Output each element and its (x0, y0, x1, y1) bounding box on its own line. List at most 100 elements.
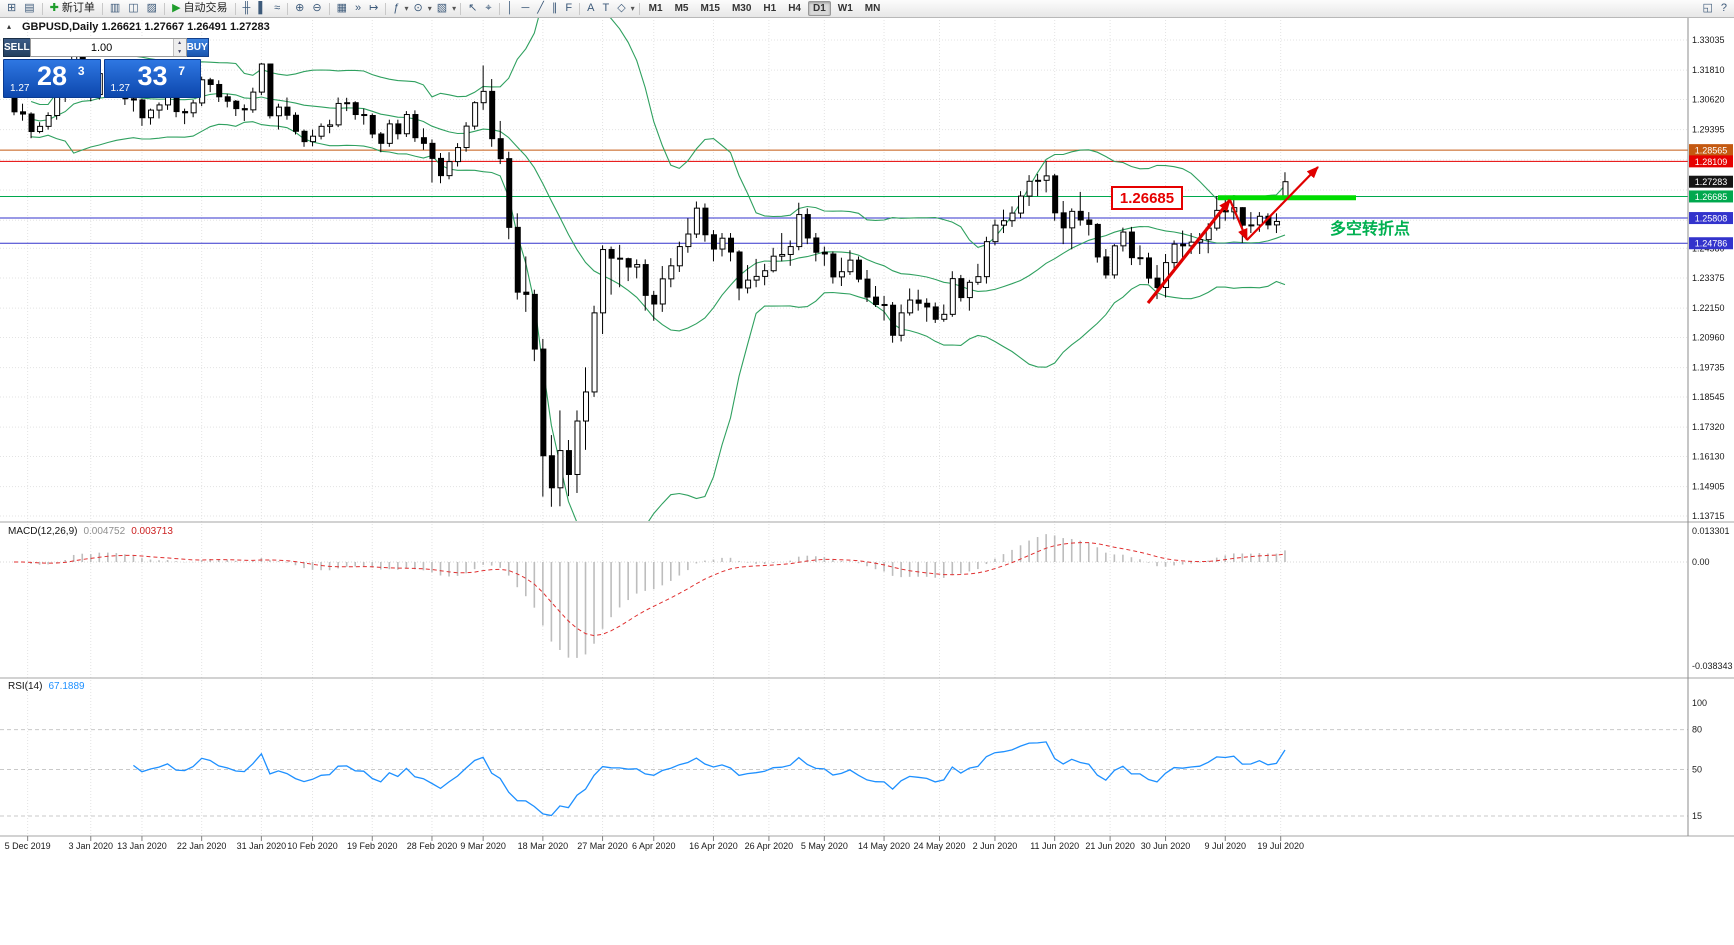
candle (966, 281, 973, 299)
trendline-icon[interactable]: ╱ (534, 1, 547, 16)
zoom-in-icon[interactable]: ⊕ (292, 1, 307, 16)
candle (710, 234, 717, 250)
market-watch-icon[interactable]: ▥ (107, 1, 123, 16)
svg-text:0.013301: 0.013301 (1692, 526, 1730, 536)
volume-box: ▲ ▼ (29, 38, 187, 57)
auto-trading-button[interactable]: ▶ 自动交易 (169, 1, 230, 16)
spinner-up-icon[interactable]: ▲ (173, 39, 186, 48)
candle (838, 271, 845, 278)
candle (753, 275, 760, 281)
profiles-icon[interactable]: ▤ (21, 1, 37, 16)
candle (915, 299, 922, 304)
channel-icon[interactable]: ∥ (549, 1, 561, 16)
svg-text:14 May 2020: 14 May 2020 (858, 841, 910, 851)
ohlc-bars-icon: ╫ (242, 2, 251, 14)
ohlc-bars-icon[interactable]: ╫ (240, 1, 254, 16)
turning-point-text[interactable]: 多空转折点 (1330, 219, 1410, 238)
horizontal-line-icon[interactable]: ─ (518, 1, 532, 16)
candle (779, 253, 786, 257)
candle (403, 114, 410, 135)
trend-arrow[interactable] (1228, 199, 1249, 241)
rsi-value: 67.1889 (48, 681, 85, 692)
svg-text:9 Jul 2020: 9 Jul 2020 (1204, 841, 1246, 851)
chart-shift-icon[interactable]: ↦ (366, 1, 381, 16)
candle (301, 130, 308, 143)
timeframe-m1-button[interactable]: M1 (648, 3, 663, 14)
new-chart-window-icon: ⊞ (7, 2, 17, 14)
volume-spinner[interactable]: ▲ ▼ (172, 39, 186, 56)
vertical-line-icon[interactable]: │ (504, 1, 517, 16)
chart-annotations[interactable]: 1.26685 多空转折点 (1111, 166, 1410, 304)
spinner-down-icon[interactable]: ▼ (173, 47, 186, 56)
timeframe-w1-button[interactable]: W1 (837, 3, 853, 14)
crosshair-icon[interactable]: ⌖ (482, 1, 494, 16)
dropdown-caret-icon[interactable]: ▾ (452, 4, 457, 13)
profiles-icon: ▤ (24, 2, 35, 14)
panel-collapse-icon[interactable]: ▴ (7, 22, 12, 31)
svg-text:0.00: 0.00 (1692, 557, 1710, 567)
text-icon[interactable]: A (584, 1, 597, 16)
timeframe-m30-button[interactable]: M30 (731, 3, 752, 14)
dropdown-caret-icon[interactable]: ▾ (404, 4, 409, 13)
indicators-icon[interactable]: ƒ (390, 1, 402, 16)
new-chart-window-icon[interactable]: ⊞ (4, 1, 19, 16)
auto-scroll-icon[interactable]: » (352, 1, 364, 16)
sell-button[interactable]: SELL (3, 38, 30, 57)
toolbar-separator (498, 2, 500, 15)
macd-signal-line (14, 542, 1286, 637)
trend-arrow[interactable] (1246, 166, 1319, 241)
candle (625, 258, 632, 268)
text-label-icon: T (602, 2, 610, 14)
help-icon[interactable]: ? (1720, 2, 1727, 14)
svg-text:1.18545: 1.18545 (1692, 392, 1725, 402)
svg-text:28 Feb 2020: 28 Feb 2020 (407, 841, 458, 851)
candle (932, 306, 939, 320)
timeframe-h4-button[interactable]: H4 (788, 3, 801, 14)
chart-ohlc-title: GBPUSD,Daily 1.26621 1.27667 1.26491 1.2… (22, 21, 270, 33)
fibonacci-icon[interactable]: F (562, 1, 575, 16)
templates-icon[interactable]: ▧ (434, 1, 450, 16)
timeframe-m15-button[interactable]: M15 (700, 3, 720, 14)
timeframe-m5-button[interactable]: M5 (674, 3, 689, 14)
symbol-period-label: GBPUSD,Daily (22, 21, 99, 33)
timeframe-mn-button[interactable]: MN (864, 3, 881, 14)
candle (182, 111, 189, 114)
zoom-out-icon[interactable]: ⊖ (309, 1, 324, 16)
candle (1026, 180, 1033, 197)
candle (1000, 220, 1007, 226)
trend-arrow[interactable] (1146, 199, 1232, 304)
horizontal-lines[interactable] (0, 149, 1688, 244)
price-callout-box[interactable] (1111, 186, 1183, 210)
candle (139, 99, 146, 119)
bid-button[interactable]: 1.27 28 3 (3, 59, 101, 98)
candle (1069, 210, 1076, 229)
candle (702, 207, 709, 236)
ask-button[interactable]: 1.27 33 7 (103, 59, 201, 98)
dropdown-caret-icon[interactable]: ▾ (630, 4, 635, 13)
new-order-button[interactable]: ✚ 新订单 (47, 1, 98, 16)
periods-icon[interactable]: ⊙ (411, 1, 426, 16)
candle (369, 115, 376, 135)
candle (37, 125, 44, 133)
candle (523, 291, 530, 295)
buy-button[interactable]: BUY (186, 38, 209, 57)
volume-input[interactable] (30, 39, 173, 56)
text-label-icon[interactable]: T (599, 1, 612, 16)
ohlc-values: 1.26621 1.27667 1.26491 1.27283 (101, 21, 270, 33)
data-window-icon[interactable]: ◫ (125, 1, 141, 16)
candle (898, 312, 905, 336)
timeframe-h1-button[interactable]: H1 (763, 3, 777, 14)
candlestick-chart-icon[interactable]: ▌ (255, 1, 269, 16)
bollinger-lower-band (31, 121, 1286, 521)
tile-windows-icon[interactable]: ▦ (334, 1, 350, 16)
navigator-icon[interactable]: ▨ (144, 1, 160, 16)
candle (693, 207, 700, 235)
docking-icon[interactable]: ◱ (1702, 2, 1713, 14)
cursor-icon[interactable]: ↖ (465, 1, 480, 16)
dropdown-caret-icon[interactable]: ▾ (427, 4, 432, 13)
rsi-panel (0, 729, 1688, 817)
timeframe-d1-button[interactable]: D1 (807, 1, 831, 16)
line-chart-icon[interactable]: ≈ (271, 1, 283, 16)
arrows-shapes-icon[interactable]: ◇ (614, 1, 628, 16)
